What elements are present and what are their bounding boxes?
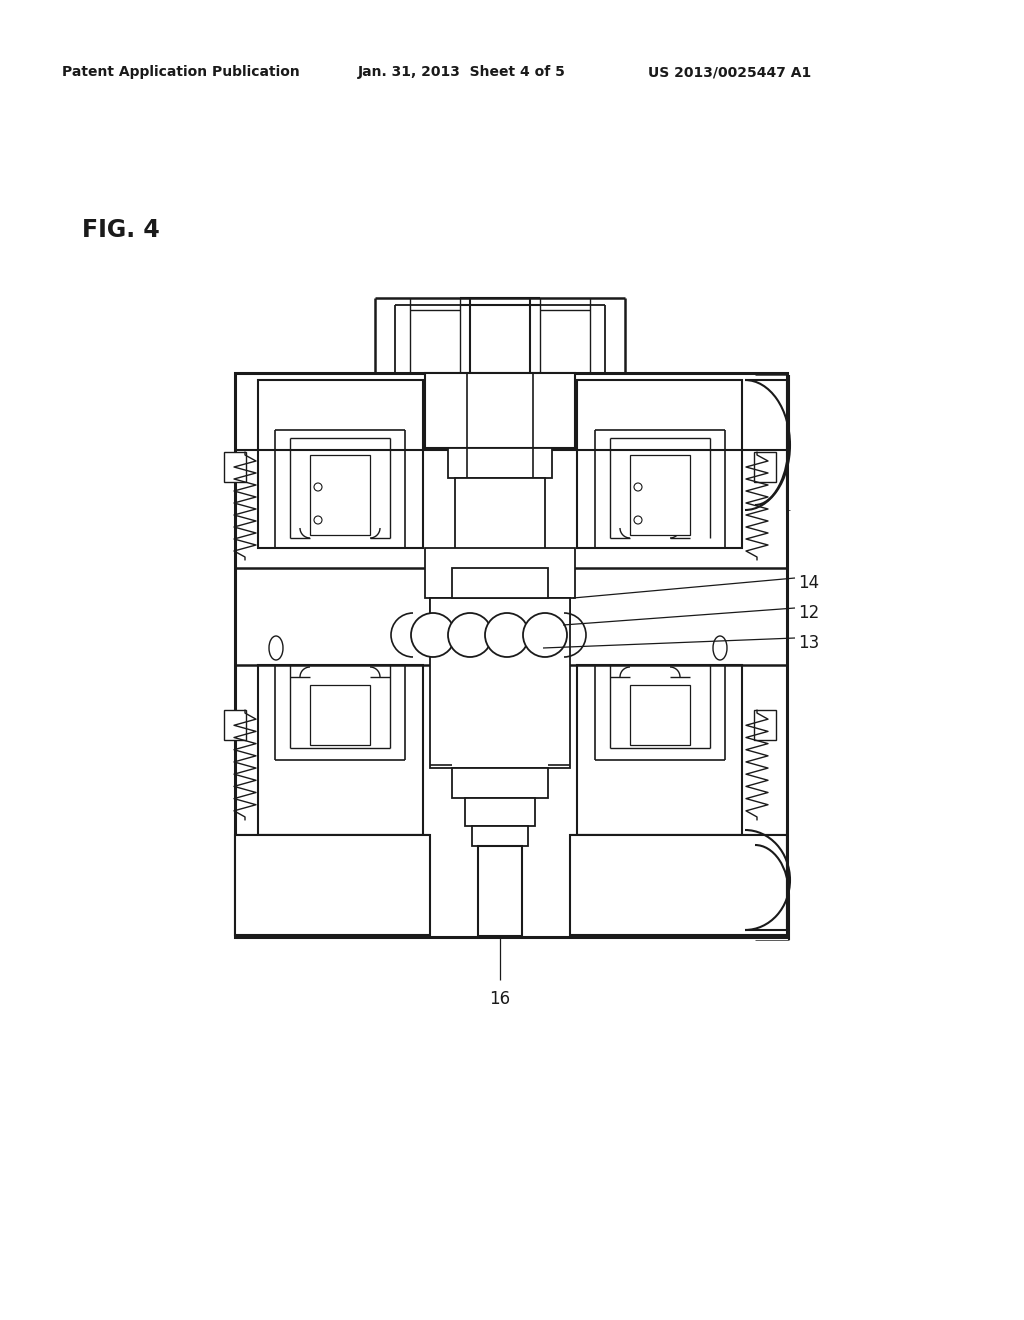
Circle shape <box>314 483 322 491</box>
Bar <box>234 836 430 935</box>
Bar <box>425 548 575 598</box>
Text: Jan. 31, 2013  Sheet 4 of 5: Jan. 31, 2013 Sheet 4 of 5 <box>358 65 566 79</box>
Bar <box>310 455 370 535</box>
Bar <box>258 665 423 836</box>
Text: 12: 12 <box>798 605 819 622</box>
Text: Patent Application Publication: Patent Application Publication <box>62 65 300 79</box>
Text: US 2013/0025447 A1: US 2013/0025447 A1 <box>648 65 811 79</box>
Text: 14: 14 <box>798 574 819 591</box>
Text: 16: 16 <box>489 990 511 1008</box>
Bar <box>224 451 246 482</box>
Bar <box>449 447 552 478</box>
Bar <box>452 568 548 598</box>
Circle shape <box>634 516 642 524</box>
Bar <box>630 685 690 744</box>
Bar <box>430 598 570 768</box>
Circle shape <box>314 516 322 524</box>
Bar <box>258 380 423 548</box>
Bar <box>754 710 776 741</box>
Circle shape <box>411 612 455 657</box>
Text: 13: 13 <box>798 634 819 652</box>
Bar <box>224 710 246 741</box>
Bar <box>452 768 548 799</box>
Bar <box>430 598 570 623</box>
Bar <box>570 836 787 935</box>
Bar <box>754 451 776 482</box>
Circle shape <box>485 612 529 657</box>
Bar <box>478 846 522 936</box>
Bar <box>472 826 528 846</box>
Bar <box>425 374 575 447</box>
Bar <box>577 380 742 548</box>
Bar <box>630 455 690 535</box>
Bar <box>310 685 370 744</box>
Circle shape <box>449 612 492 657</box>
Bar <box>465 799 535 826</box>
Bar <box>455 478 545 568</box>
Text: FIG. 4: FIG. 4 <box>82 218 160 242</box>
Bar <box>577 665 742 836</box>
Circle shape <box>634 483 642 491</box>
Bar <box>234 374 787 937</box>
Circle shape <box>523 612 567 657</box>
